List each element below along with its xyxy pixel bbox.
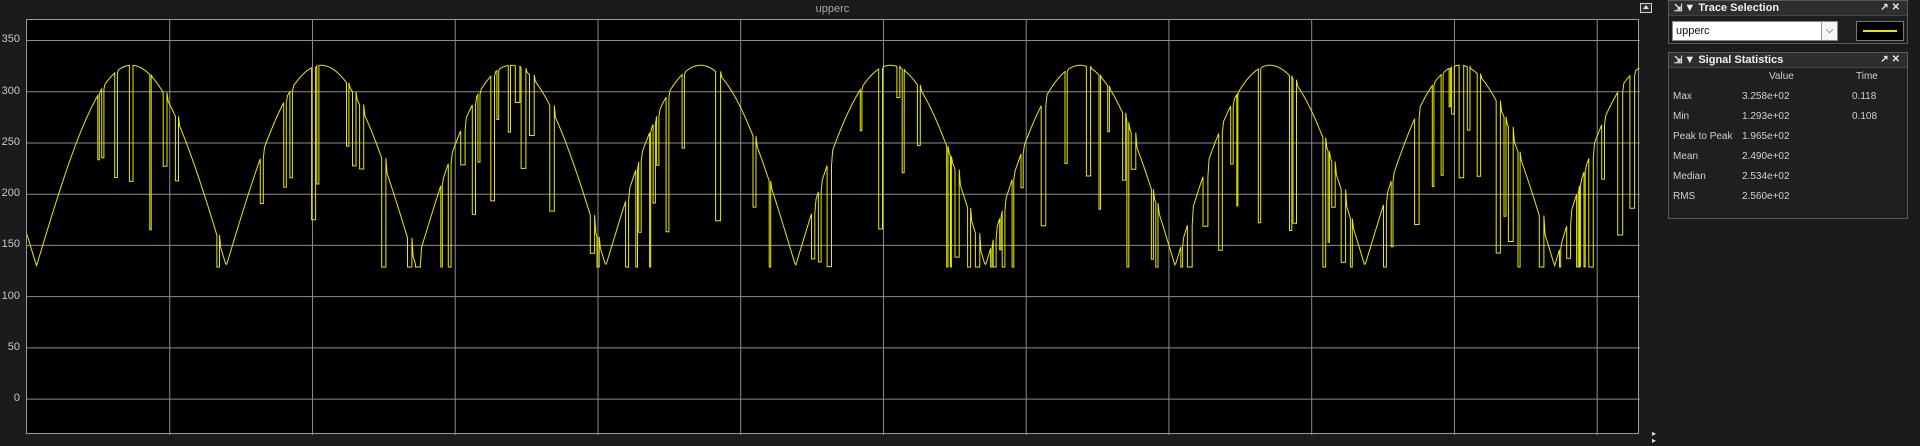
stat-label: Mean bbox=[1673, 151, 1699, 162]
y-tick-label: 50 bbox=[7, 340, 20, 353]
stat-label: Max bbox=[1673, 91, 1692, 102]
signal-statistics-panel: ⇲ ▼ Signal Statistics ↗✕ Value Time Max 3… bbox=[1668, 52, 1908, 219]
y-tick-label: 0 bbox=[13, 392, 20, 405]
stat-label: Peak to Peak bbox=[1673, 131, 1733, 142]
y-tick-label: 350 bbox=[1, 33, 20, 46]
statistics-row: Median 2.534e+02 bbox=[1669, 167, 1907, 187]
trace-selection-panel: ⇲ ▼ Trace Selection ↗✕ upperc ⌵ bbox=[1668, 0, 1908, 44]
stat-label: Min bbox=[1673, 111, 1690, 122]
y-tick-label: 100 bbox=[1, 289, 20, 302]
stat-value: 1.965e+02 bbox=[1742, 131, 1790, 142]
undock-panel-icon[interactable]: ↗ bbox=[1880, 2, 1892, 13]
statistics-header-row: Value Time bbox=[1669, 67, 1907, 87]
chevron-down-icon[interactable]: ⌵ bbox=[1821, 22, 1837, 40]
y-tick-label: 300 bbox=[1, 84, 20, 97]
line-style-icon bbox=[1863, 30, 1897, 32]
y-tick-label: 200 bbox=[1, 187, 20, 200]
plot-area[interactable] bbox=[26, 19, 1640, 435]
trace-line-style-swatch[interactable] bbox=[1856, 21, 1904, 41]
y-tick-label: 150 bbox=[1, 238, 20, 251]
collapse-icon[interactable]: ▼ bbox=[1684, 54, 1696, 66]
statistics-row: RMS 2.560e+02 bbox=[1669, 187, 1907, 207]
trace-select-value: upperc bbox=[1676, 25, 1710, 37]
pin-icon[interactable]: ⇲ bbox=[1674, 55, 1683, 66]
signal-statistics-title: Signal Statistics bbox=[1698, 54, 1784, 66]
pin-icon[interactable]: ⇲ bbox=[1674, 3, 1683, 14]
stat-time: 0.118 bbox=[1852, 91, 1877, 102]
signal-statistics-header[interactable]: ⇲ ▼ Signal Statistics ↗✕ bbox=[1669, 53, 1907, 68]
collapse-icon[interactable]: ▼ bbox=[1684, 2, 1696, 14]
trace-selection-title: Trace Selection bbox=[1698, 2, 1780, 14]
trace-select[interactable]: upperc ⌵ bbox=[1672, 21, 1838, 41]
statistics-table: Value Time Max 3.258e+02 0.118 Min 1.293… bbox=[1669, 67, 1907, 207]
stat-value: 3.258e+02 bbox=[1742, 91, 1790, 102]
stat-label: RMS bbox=[1673, 191, 1696, 202]
statistics-row: Max 3.258e+02 0.118 bbox=[1669, 87, 1907, 107]
stat-value: 2.534e+02 bbox=[1742, 171, 1790, 182]
stat-value: 2.490e+02 bbox=[1742, 151, 1790, 162]
resize-arrows-icon[interactable]: ▸ ▸ bbox=[1652, 429, 1657, 445]
undock-panel-icon[interactable]: ↗ bbox=[1880, 54, 1892, 65]
signal-trace-upperc bbox=[27, 63, 1640, 268]
stat-value: 2.560e+02 bbox=[1742, 191, 1790, 202]
time-column-header: Time bbox=[1856, 71, 1878, 82]
value-column-header: Value bbox=[1769, 71, 1794, 82]
stat-time: 0.108 bbox=[1852, 111, 1878, 122]
statistics-row: Min 1.293e+02 0.108 bbox=[1669, 107, 1907, 127]
statistics-row: Mean 2.490e+02 bbox=[1669, 147, 1907, 167]
plot-canvas[interactable] bbox=[27, 20, 1640, 435]
close-icon[interactable]: ✕ bbox=[1891, 2, 1903, 13]
trace-selection-header[interactable]: ⇲ ▼ Trace Selection ↗✕ bbox=[1669, 1, 1907, 16]
statistics-row: Peak to Peak 1.965e+02 bbox=[1669, 127, 1907, 147]
close-icon[interactable]: ✕ bbox=[1891, 54, 1903, 65]
stat-label: Median bbox=[1673, 171, 1706, 182]
undock-icon[interactable] bbox=[1640, 3, 1652, 13]
scope-title: upperc bbox=[815, 3, 850, 15]
stat-value: 1.293e+02 bbox=[1742, 111, 1790, 122]
y-tick-label: 250 bbox=[1, 135, 20, 148]
